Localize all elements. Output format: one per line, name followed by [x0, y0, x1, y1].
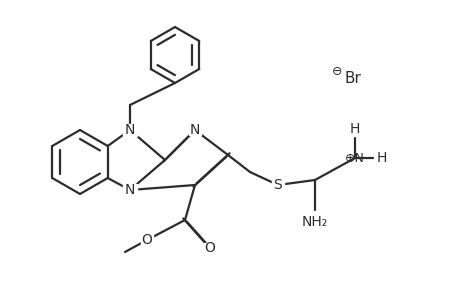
Text: ⊖: ⊖	[331, 64, 341, 77]
Text: H: H	[349, 122, 359, 136]
Text: O: O	[141, 233, 152, 247]
Text: Br: Br	[344, 70, 361, 86]
Bar	[123, 124, 137, 136]
Bar	[189, 125, 201, 135]
Text: NH₂: NH₂	[301, 215, 327, 229]
Text: N: N	[124, 183, 135, 197]
Bar	[123, 184, 137, 196]
Text: H: H	[376, 151, 386, 165]
Text: ⊕N: ⊕N	[344, 152, 364, 164]
Text: N: N	[190, 123, 200, 137]
Text: O: O	[204, 241, 215, 255]
Bar	[271, 180, 283, 190]
Bar	[203, 243, 216, 253]
Text: N: N	[124, 123, 135, 137]
Text: S: S	[273, 178, 282, 192]
Bar	[141, 235, 153, 245]
